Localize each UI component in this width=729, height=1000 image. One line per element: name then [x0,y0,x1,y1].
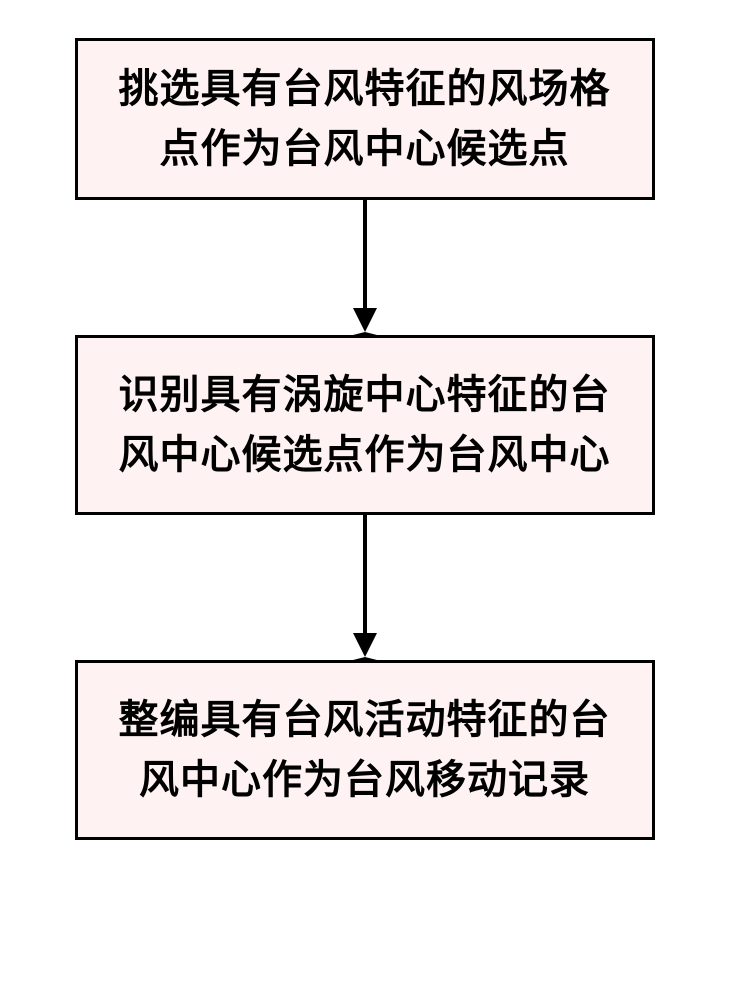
flowchart-node-step2: 识别具有涡旋中心特征的台风中心候选点作为台风中心 [75,335,655,515]
flowchart-node-step1: 挑选具有台风特征的风场格点作为台风中心候选点 [75,38,655,200]
arrow-shaft [363,515,367,633]
flowchart-node-step3: 整编具有台风活动特征的台风中心作为台风移动记录 [75,660,655,840]
arrow-head-icon [353,308,377,335]
flowchart-container: 挑选具有台风特征的风场格点作为台风中心候选点 识别具有涡旋中心特征的台风中心候选… [75,38,655,840]
flowchart-arrow-1 [353,200,377,335]
arrow-head-icon [353,633,377,660]
node-text: 整编具有台风活动特征的台风中心作为台风移动记录 [102,690,628,810]
node-text: 挑选具有台风特征的风场格点作为台风中心候选点 [102,59,628,179]
node-text: 识别具有涡旋中心特征的台风中心候选点作为台风中心 [102,365,628,485]
arrow-shaft [363,200,367,308]
flowchart-arrow-2 [353,515,377,660]
